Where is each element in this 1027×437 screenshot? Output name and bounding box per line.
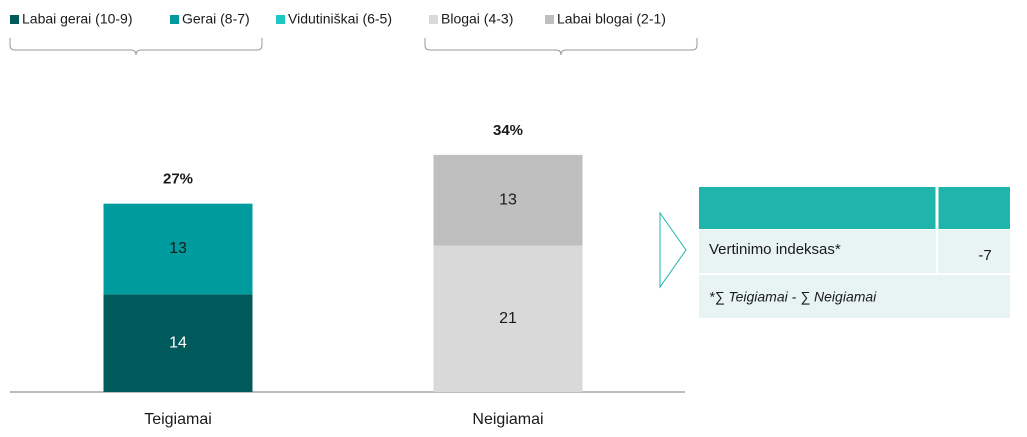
legend-label: Labai blogai (2-1) <box>557 11 666 27</box>
bar-segment <box>103 294 253 392</box>
data-label: 13 <box>499 191 517 208</box>
table-note-cell <box>699 275 1010 318</box>
table-value: -7 <box>978 247 991 264</box>
legend-swatch <box>545 15 554 24</box>
bar-segment <box>103 203 253 295</box>
table-cell <box>938 230 1010 273</box>
legend-label: Labai gerai (10-9) <box>22 11 133 27</box>
data-label: 21 <box>499 310 517 327</box>
legend-label: Vidutiniškai (6-5) <box>288 11 392 27</box>
table-cell <box>699 230 936 273</box>
legend-swatch <box>10 15 19 24</box>
legend-swatch <box>170 15 179 24</box>
bar-segment <box>433 245 583 392</box>
x-tick-label: Neigiamai <box>472 411 543 428</box>
table-header <box>699 187 1010 229</box>
data-label: 13 <box>169 240 187 257</box>
total-label: 27% <box>163 171 193 188</box>
total-label: 34% <box>493 122 523 139</box>
data-label: 14 <box>169 334 187 351</box>
legend-label: Blogai (4-3) <box>441 11 513 27</box>
legend-swatch <box>429 15 438 24</box>
table-label: Vertinimo indeksas* <box>709 241 841 258</box>
brace <box>424 38 698 56</box>
table-note: *∑ Teigiamai - ∑ Neigiamai <box>709 289 877 306</box>
brace <box>9 38 263 56</box>
legend-label: Gerai (8-7) <box>182 11 250 27</box>
x-tick-label: Teigiamai <box>144 411 212 428</box>
bar-segment <box>433 154 583 246</box>
legend-swatch <box>276 15 285 24</box>
arrow <box>659 211 687 289</box>
